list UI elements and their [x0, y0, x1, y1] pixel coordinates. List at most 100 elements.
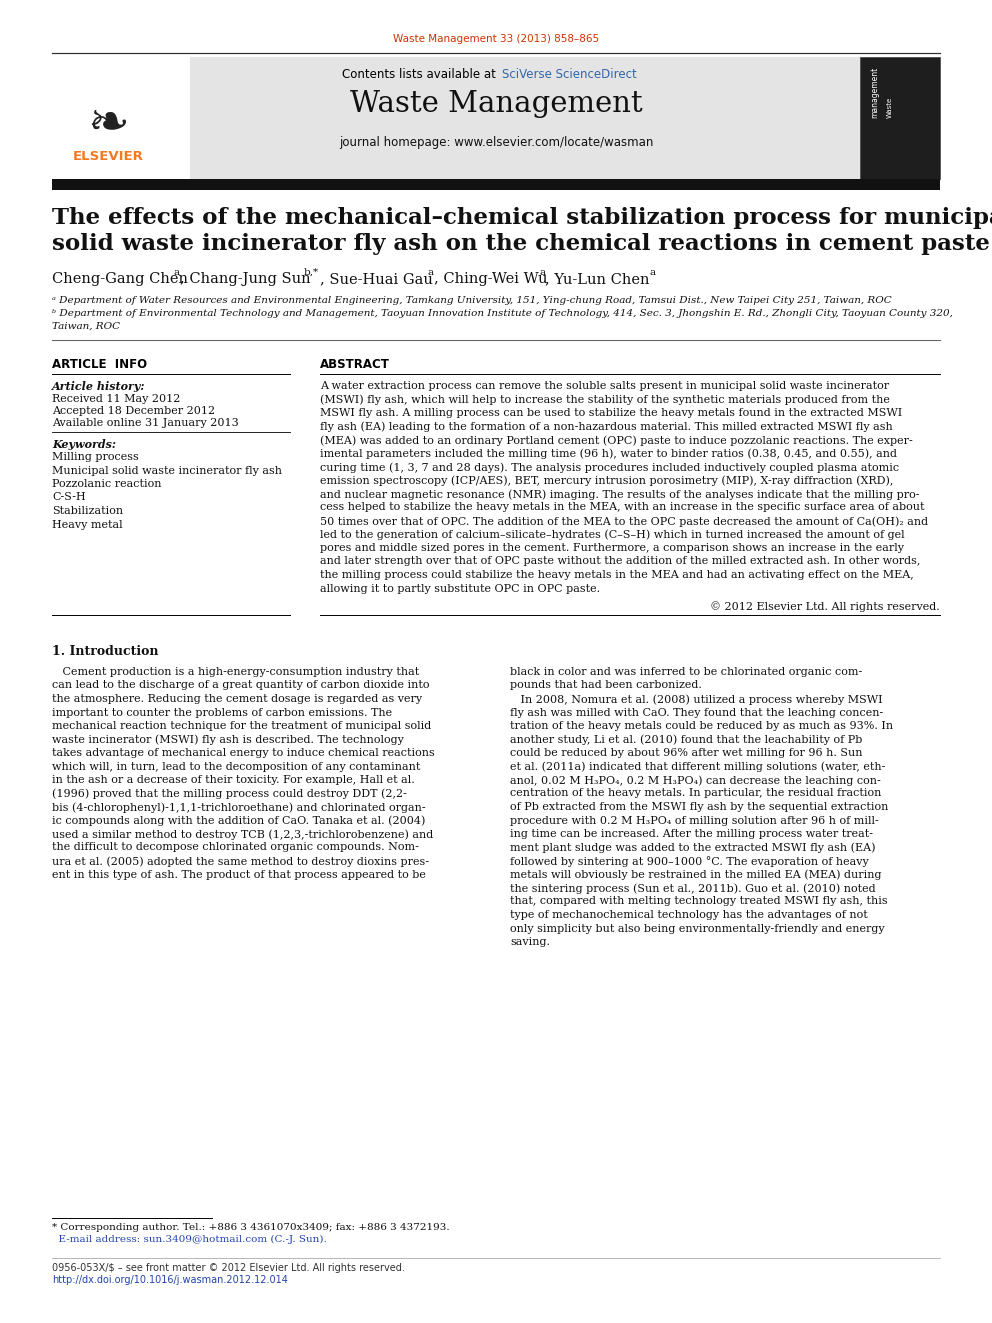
Text: A water extraction process can remove the soluble salts present in municipal sol: A water extraction process can remove th…	[320, 381, 889, 392]
Text: imental parameters included the milling time (96 h), water to binder ratios (0.3: imental parameters included the milling …	[320, 448, 897, 459]
Text: emission spectroscopy (ICP/AES), BET, mercury intrusion porosimetry (MIP), X-ray: emission spectroscopy (ICP/AES), BET, me…	[320, 475, 894, 486]
Text: a: a	[428, 269, 434, 277]
Text: ELSEVIER: ELSEVIER	[72, 149, 144, 163]
Text: Cheng-Gang Chen: Cheng-Gang Chen	[52, 273, 188, 286]
Text: ᵇ Department of Environmental Technology and Management, Taoyuan Innovation Inst: ᵇ Department of Environmental Technology…	[52, 310, 953, 318]
Text: 0956-053X/$ – see front matter © 2012 Elsevier Ltd. All rights reserved.: 0956-053X/$ – see front matter © 2012 El…	[52, 1263, 405, 1273]
Text: and nuclear magnetic resonance (NMR) imaging. The results of the analyses indica: and nuclear magnetic resonance (NMR) ima…	[320, 490, 920, 500]
Text: The effects of the mechanical–chemical stabilization process for municipal: The effects of the mechanical–chemical s…	[52, 206, 992, 229]
Text: a: a	[174, 269, 181, 277]
Text: management: management	[871, 66, 880, 118]
Text: waste incinerator (MSWI) fly ash is described. The technology: waste incinerator (MSWI) fly ash is desc…	[52, 734, 404, 745]
Text: 1. Introduction: 1. Introduction	[52, 646, 159, 658]
Text: Milling process: Milling process	[52, 452, 139, 462]
Text: in the ash or a decrease of their toxicity. For example, Hall et al.: in the ash or a decrease of their toxici…	[52, 775, 415, 785]
Text: Taiwan, ROC: Taiwan, ROC	[52, 321, 120, 331]
Text: the difficult to decompose chlorinated organic compounds. Nom-: the difficult to decompose chlorinated o…	[52, 843, 419, 852]
Text: solid waste incinerator fly ash on the chemical reactions in cement paste: solid waste incinerator fly ash on the c…	[52, 233, 990, 255]
Text: Pozzolanic reaction: Pozzolanic reaction	[52, 479, 162, 490]
Text: led to the generation of calcium–silicate–hydrates (C–S–H) which in turned incre: led to the generation of calcium–silicat…	[320, 529, 905, 540]
Text: only simplicity but also being environmentally-friendly and energy: only simplicity but also being environme…	[510, 923, 885, 934]
Text: © 2012 Elsevier Ltd. All rights reserved.: © 2012 Elsevier Ltd. All rights reserved…	[710, 601, 940, 611]
Text: (1996) proved that the milling process could destroy DDT (2,2-: (1996) proved that the milling process c…	[52, 789, 407, 799]
Text: black in color and was inferred to be chlorinated organic com-: black in color and was inferred to be ch…	[510, 667, 862, 677]
Text: b,*: b,*	[304, 269, 319, 277]
Text: * Corresponding author. Tel.: +886 3 4361070x3409; fax: +886 3 4372193.: * Corresponding author. Tel.: +886 3 436…	[52, 1222, 449, 1232]
Text: MSWI fly ash. A milling process can be used to stabilize the heavy metals found : MSWI fly ash. A milling process can be u…	[320, 407, 903, 418]
Text: a: a	[649, 269, 655, 277]
Text: ment plant sludge was added to the extracted MSWI fly ash (EA): ment plant sludge was added to the extra…	[510, 843, 876, 853]
Text: C-S-H: C-S-H	[52, 492, 85, 503]
Text: ic compounds along with the addition of CaO. Tanaka et al. (2004): ic compounds along with the addition of …	[52, 815, 426, 826]
Bar	[860, 57, 940, 179]
Text: mechanical reaction technique for the treatment of municipal solid: mechanical reaction technique for the tr…	[52, 721, 432, 732]
Text: Available online 31 January 2013: Available online 31 January 2013	[52, 418, 239, 429]
Text: http://dx.doi.org/10.1016/j.wasman.2012.12.014: http://dx.doi.org/10.1016/j.wasman.2012.…	[52, 1275, 288, 1285]
Bar	[52, 179, 940, 191]
Text: another study, Li et al. (2010) found that the leachability of Pb: another study, Li et al. (2010) found th…	[510, 734, 862, 745]
Text: Received 11 May 2012: Received 11 May 2012	[52, 394, 181, 404]
Text: Waste: Waste	[887, 97, 893, 118]
Text: ᵃ Department of Water Resources and Environmental Engineering, Tamkang Universit: ᵃ Department of Water Resources and Envi…	[52, 296, 892, 306]
Text: Keywords:: Keywords:	[52, 439, 116, 450]
Text: , Sue-Huai Gau: , Sue-Huai Gau	[320, 273, 433, 286]
Text: important to counter the problems of carbon emissions. The: important to counter the problems of car…	[52, 708, 392, 717]
Text: ura et al. (2005) adopted the same method to destroy dioxins pres-: ura et al. (2005) adopted the same metho…	[52, 856, 429, 867]
Text: In 2008, Nomura et al. (2008) utilized a process whereby MSWI: In 2008, Nomura et al. (2008) utilized a…	[510, 695, 883, 705]
Text: et al. (2011a) indicated that different milling solutions (water, eth-: et al. (2011a) indicated that different …	[510, 762, 886, 773]
Text: could be reduced by about 96% after wet milling for 96 h. Sun: could be reduced by about 96% after wet …	[510, 747, 862, 758]
Text: the atmosphere. Reducing the cement dosage is regarded as very: the atmosphere. Reducing the cement dosa…	[52, 695, 423, 704]
Text: (MEA) was added to an ordinary Portland cement (OPC) paste to induce pozzolanic : (MEA) was added to an ordinary Portland …	[320, 435, 913, 446]
Text: saving.: saving.	[510, 937, 550, 947]
Bar	[52, 57, 940, 179]
Text: and later strength over that of OPC paste without the addition of the milled ext: and later strength over that of OPC past…	[320, 557, 921, 566]
Text: used a similar method to destroy TCB (1,2,3,-trichlorobenzene) and: used a similar method to destroy TCB (1,…	[52, 830, 434, 840]
Text: SciVerse ScienceDirect: SciVerse ScienceDirect	[502, 67, 637, 81]
Text: which will, in turn, lead to the decomposition of any contaminant: which will, in turn, lead to the decompo…	[52, 762, 421, 771]
Text: pounds that had been carbonized.: pounds that had been carbonized.	[510, 680, 702, 691]
Text: procedure with 0.2 M H₃PO₄ of milling solution after 96 h of mill-: procedure with 0.2 M H₃PO₄ of milling so…	[510, 815, 879, 826]
Text: , Chang-Jung Sun: , Chang-Jung Sun	[180, 273, 310, 286]
Text: Accepted 18 December 2012: Accepted 18 December 2012	[52, 406, 215, 415]
Text: ❧: ❧	[87, 101, 129, 148]
Text: ABSTRACT: ABSTRACT	[320, 359, 390, 370]
Text: , Ching-Wei Wu: , Ching-Wei Wu	[434, 273, 548, 286]
Text: ent in this type of ash. The product of that process appeared to be: ent in this type of ash. The product of …	[52, 869, 426, 880]
Text: Municipal solid waste incinerator fly ash: Municipal solid waste incinerator fly as…	[52, 466, 282, 475]
Text: cess helped to stabilize the heavy metals in the MEA, with an increase in the sp: cess helped to stabilize the heavy metal…	[320, 503, 925, 512]
Text: Cement production is a high-energy-consumption industry that: Cement production is a high-energy-consu…	[52, 667, 420, 677]
Text: curing time (1, 3, 7 and 28 days). The analysis procedures included inductively : curing time (1, 3, 7 and 28 days). The a…	[320, 462, 899, 472]
Text: of Pb extracted from the MSWI fly ash by the sequential extraction: of Pb extracted from the MSWI fly ash by…	[510, 802, 889, 812]
Text: 50 times over that of OPC. The addition of the MEA to the OPC paste decreased th: 50 times over that of OPC. The addition …	[320, 516, 929, 527]
Text: type of mechanochemical technology has the advantages of not: type of mechanochemical technology has t…	[510, 910, 868, 919]
Text: metals will obviously be restrained in the milled EA (MEA) during: metals will obviously be restrained in t…	[510, 869, 882, 880]
Text: Article history:: Article history:	[52, 381, 146, 392]
Text: takes advantage of mechanical energy to induce chemical reactions: takes advantage of mechanical energy to …	[52, 747, 434, 758]
Text: that, compared with melting technology treated MSWI fly ash, this: that, compared with melting technology t…	[510, 897, 888, 906]
Text: the sintering process (Sun et al., 2011b). Guo et al. (2010) noted: the sintering process (Sun et al., 2011b…	[510, 882, 876, 893]
Text: a: a	[539, 269, 546, 277]
Text: the milling process could stabilize the heavy metals in the MEA and had an activ: the milling process could stabilize the …	[320, 570, 914, 579]
Text: Heavy metal: Heavy metal	[52, 520, 123, 529]
Text: ARTICLE  INFO: ARTICLE INFO	[52, 359, 147, 370]
Text: centration of the heavy metals. In particular, the residual fraction: centration of the heavy metals. In parti…	[510, 789, 881, 799]
Text: E-mail address: sun.3409@hotmail.com (C.-J. Sun).: E-mail address: sun.3409@hotmail.com (C.…	[52, 1234, 326, 1244]
Text: journal homepage: www.elsevier.com/locate/wasman: journal homepage: www.elsevier.com/locat…	[339, 136, 653, 149]
Text: Waste Management: Waste Management	[350, 90, 642, 118]
Text: pores and middle sized pores in the cement. Furthermore, a comparison shows an i: pores and middle sized pores in the ceme…	[320, 542, 904, 553]
Text: followed by sintering at 900–1000 °C. The evaporation of heavy: followed by sintering at 900–1000 °C. Th…	[510, 856, 869, 867]
Text: bis (4-chlorophenyl)-1,1,1-trichloroethane) and chlorinated organ-: bis (4-chlorophenyl)-1,1,1-trichloroetha…	[52, 802, 426, 812]
Text: fly ash (EA) leading to the formation of a non-hazardous material. This milled e: fly ash (EA) leading to the formation of…	[320, 422, 893, 433]
Text: allowing it to partly substitute OPC in OPC paste.: allowing it to partly substitute OPC in …	[320, 583, 600, 594]
Text: Stabilization: Stabilization	[52, 505, 123, 516]
Text: tration of the heavy metals could be reduced by as much as 93%. In: tration of the heavy metals could be red…	[510, 721, 893, 732]
Text: can lead to the discharge of a great quantity of carbon dioxide into: can lead to the discharge of a great qua…	[52, 680, 430, 691]
Text: anol, 0.02 M H₃PO₄, 0.2 M H₃PO₄) can decrease the leaching con-: anol, 0.02 M H₃PO₄, 0.2 M H₃PO₄) can dec…	[510, 775, 881, 786]
Text: fly ash was milled with CaO. They found that the leaching concen-: fly ash was milled with CaO. They found …	[510, 708, 883, 717]
Text: Waste Management 33 (2013) 858–865: Waste Management 33 (2013) 858–865	[393, 34, 599, 44]
Text: Contents lists available at: Contents lists available at	[342, 67, 500, 81]
Bar	[52, 57, 190, 179]
Text: ing time can be increased. After the milling process water treat-: ing time can be increased. After the mil…	[510, 830, 873, 839]
Text: (MSWI) fly ash, which will help to increase the stability of the synthetic mater: (MSWI) fly ash, which will help to incre…	[320, 394, 890, 405]
Text: , Yu-Lun Chen: , Yu-Lun Chen	[545, 273, 650, 286]
